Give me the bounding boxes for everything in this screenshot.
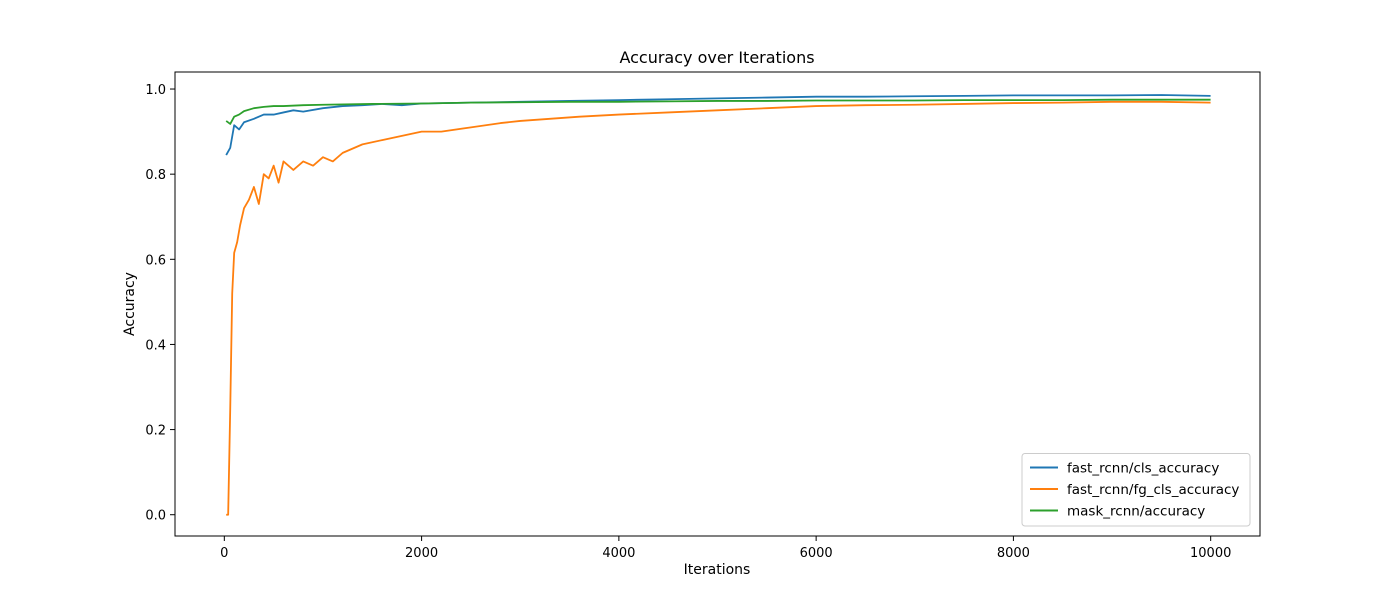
legend-box — [1021, 453, 1251, 527]
y-tick-label: 0.8 — [145, 168, 166, 183]
plot-frame — [174, 71, 1261, 537]
legend-label: fast_rcnn/cls_accuracy — [1067, 461, 1219, 477]
legend: fast_rcnn/cls_accuracy fast_rcnn/fg_cls_a… — [1021, 453, 1251, 527]
y-axis: 0.0 0.2 0.4 0.6 0.8 1.0 — [145, 83, 175, 524]
series-line-3 — [225, 98, 1211, 125]
x-tick-label: 10000 — [1190, 546, 1231, 561]
x-axis-title: Iterations — [684, 562, 751, 578]
x-tick-label: 0 — [220, 546, 228, 561]
x-tick-label: 2000 — [405, 546, 438, 561]
y-tick-label: 0.4 — [145, 338, 166, 353]
y-tick-label: 0.0 — [145, 509, 166, 524]
x-tick-label: 4000 — [602, 546, 635, 561]
y-tick-label: 0.6 — [145, 253, 166, 268]
x-axis: 0 2000 4000 6000 8000 10000 — [220, 536, 1231, 561]
legend-label: mask_rcnn/accuracy — [1067, 504, 1205, 520]
x-tick-label: 8000 — [997, 546, 1030, 561]
chart-title: Accuracy over Iterations — [619, 48, 814, 67]
y-axis-title: Accuracy — [122, 272, 138, 336]
y-tick-label: 1.0 — [145, 83, 166, 98]
legend-label: fast_rcnn/fg_cls_accuracy — [1067, 482, 1239, 498]
y-tick-label: 0.2 — [145, 424, 166, 439]
series-line-2 — [226, 100, 1211, 516]
x-tick-label: 6000 — [800, 546, 833, 561]
